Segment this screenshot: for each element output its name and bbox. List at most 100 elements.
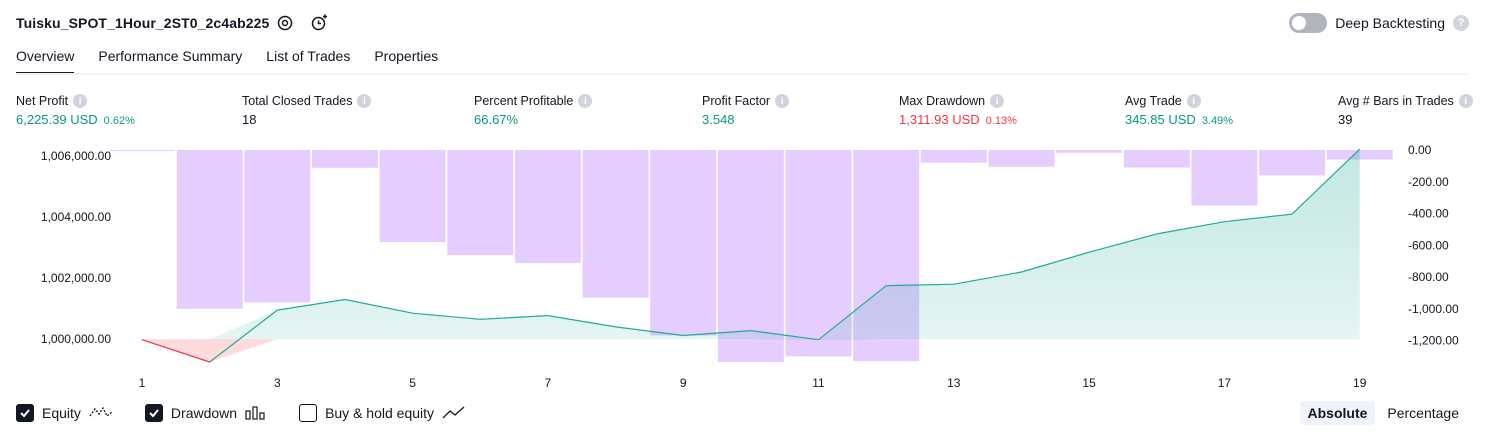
- equity-negative-area: [142, 339, 1360, 362]
- drawdown-bar: [447, 150, 514, 256]
- metric-label: Profit Factor: [702, 94, 771, 108]
- drawdown-checkbox[interactable]: [144, 404, 163, 422]
- drawdown-bars-icon: [245, 406, 265, 420]
- metric-percent: 3.49%: [1201, 115, 1234, 127]
- right-axis-tick: -1,200.00: [1408, 334, 1459, 348]
- metric-value: 18: [242, 112, 257, 127]
- right-axis-tick: -800.00: [1408, 270, 1449, 284]
- drawdown-bar: [312, 150, 378, 168]
- equity-line-segment: [750, 330, 819, 341]
- drawdown-bar: [920, 150, 987, 163]
- equity-line-segment: [141, 339, 210, 363]
- equity-line-segment: [209, 309, 278, 363]
- drawdown-bar: [650, 150, 717, 336]
- deep-backtesting-toggle[interactable]: [1289, 13, 1328, 33]
- metric-max-drawdown: Max Drawdown i 1,311.93 USD 0.13%: [899, 94, 1017, 127]
- legend-drawdown[interactable]: Drawdown: [144, 404, 267, 422]
- x-axis-tick: 7: [545, 376, 552, 390]
- metric-value: 39: [1338, 112, 1353, 127]
- equity-line-segment: [480, 315, 548, 320]
- drawdown-bar: [244, 150, 311, 303]
- metric-profit-factor: Profit Factor i 3.548: [702, 94, 790, 127]
- info-icon[interactable]: i: [775, 94, 790, 108]
- info-icon[interactable]: i: [578, 94, 593, 108]
- metric-label: Total Closed Trades: [242, 94, 353, 108]
- metric-label: Avg Trade: [1125, 94, 1182, 108]
- percentage-button[interactable]: Percentage: [1387, 405, 1459, 421]
- drawdown-bar: [1123, 150, 1190, 168]
- tabs-divider: [16, 73, 1469, 75]
- tab-performance-summary[interactable]: Performance Summary: [98, 48, 243, 64]
- tab-properties[interactable]: Properties: [374, 48, 439, 64]
- equity-line-segment: [277, 298, 346, 311]
- x-axis-tick: 1: [139, 376, 146, 390]
- equity-area: [142, 149, 1360, 340]
- equity-drawdown-chart[interactable]: 1,000,000.00 1,002,000.00 1,004,000.00 1,00…: [0, 140, 1486, 398]
- metric-percent: 0.13%: [985, 115, 1017, 127]
- help-icon[interactable]: ?: [1453, 15, 1469, 31]
- drawdown-bar: [1259, 150, 1326, 176]
- legend-equity[interactable]: Equity: [16, 404, 113, 422]
- add-alert-icon[interactable]: [310, 14, 328, 32]
- equity-line-segment: [547, 315, 616, 328]
- x-axis-tick: 3: [274, 376, 281, 390]
- buy-hold-checkbox[interactable]: [299, 404, 318, 422]
- metric-value: 66.67%: [474, 112, 519, 127]
- equity-line-segment: [1156, 221, 1225, 235]
- right-axis-tick: -200.00: [1408, 175, 1449, 189]
- chart-legend: Equity Drawdown Buy & hold equity: [16, 404, 498, 422]
- equity-line-segment: [683, 330, 751, 337]
- info-icon[interactable]: i: [990, 94, 1005, 108]
- scale-switch: Absolute Percentage: [1299, 401, 1468, 425]
- drawdown-bar: [514, 150, 581, 264]
- tab-overview[interactable]: Overview: [16, 48, 75, 75]
- equity-line-segment: [1291, 148, 1361, 215]
- metric-value: 6,225.39 USD: [16, 112, 98, 127]
- metric-value: 1,311.93 USD: [899, 112, 980, 127]
- settings-icon[interactable]: [276, 14, 294, 32]
- info-icon[interactable]: i: [357, 94, 372, 108]
- metric-avg-trade: Avg Trade i 345.85 USD 3.49%: [1125, 94, 1233, 127]
- left-axis-tick: 1,004,000.00: [41, 210, 111, 224]
- x-axis-tick: 15: [1082, 376, 1096, 390]
- equity-line-segment: [412, 312, 481, 320]
- x-axis-tick: 11: [812, 376, 825, 390]
- drawdown-bar: [582, 150, 649, 298]
- deep-backtesting: Deep Backtesting ?: [1289, 13, 1469, 33]
- right-axis-tick: -600.00: [1408, 238, 1449, 252]
- left-axis-tick: 1,000,000.00: [41, 332, 111, 346]
- metric-total-closed-trades: Total Closed Trades i 18: [242, 94, 372, 127]
- right-axis-tick: -1,000.00: [1408, 302, 1459, 316]
- metric-label: Avg # Bars in Trades: [1338, 94, 1454, 108]
- info-icon[interactable]: i: [73, 94, 88, 108]
- right-axis-tick: 0.00: [1408, 143, 1432, 157]
- metric-value: 345.85 USD: [1125, 112, 1196, 127]
- equity-line-segment: [1224, 213, 1293, 223]
- drawdown-bar: [379, 150, 446, 243]
- equity-line-segment: [344, 298, 413, 314]
- absolute-button[interactable]: Absolute: [1299, 401, 1376, 425]
- tab-bar: Overview Performance Summary List of Tra…: [16, 48, 438, 75]
- metric-label: Net Profit: [16, 94, 69, 108]
- left-axis-tick: 1,002,000.00: [41, 271, 111, 285]
- equity-line-segment: [1021, 251, 1090, 273]
- metric-value: 3.548: [702, 112, 735, 127]
- equity-line-segment: [1088, 233, 1157, 253]
- drawdown-bar: [176, 150, 243, 309]
- x-axis-tick: 5: [409, 376, 416, 390]
- equity-line-segment: [615, 326, 684, 337]
- metric-label: Percent Profitable: [474, 94, 574, 108]
- drawdown-bar: [1056, 150, 1123, 153]
- info-icon[interactable]: i: [1458, 94, 1473, 108]
- equity-checkbox[interactable]: [16, 404, 34, 422]
- drawdown-bar: [1191, 150, 1258, 206]
- drawdown-label: Drawdown: [170, 405, 238, 421]
- legend-buy-hold[interactable]: Buy & hold equity: [299, 404, 466, 422]
- drawdown-bar: [988, 150, 1055, 167]
- equity-line-segment: [886, 283, 954, 287]
- info-icon[interactable]: i: [1186, 94, 1201, 108]
- drawdown-bar: [109, 150, 175, 151]
- equity-line-segment: [818, 285, 887, 341]
- x-axis-tick: 17: [1218, 376, 1232, 390]
- tab-list-of-trades[interactable]: List of Trades: [266, 48, 351, 64]
